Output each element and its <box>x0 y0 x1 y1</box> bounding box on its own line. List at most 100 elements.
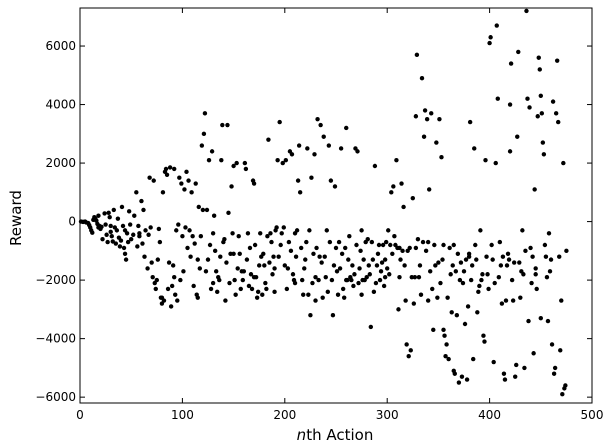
data-point <box>460 280 466 286</box>
data-point <box>366 263 371 268</box>
data-point <box>404 342 409 347</box>
data-point <box>331 263 337 268</box>
data-point <box>411 301 417 306</box>
data-point <box>163 166 169 172</box>
data-point <box>374 263 380 268</box>
data-point <box>564 248 569 254</box>
data-point <box>285 266 291 271</box>
data-point <box>169 283 175 289</box>
data-point <box>477 283 482 289</box>
tick-labels: 0 100 200 300 400 500 −6000 −4000 −2000 0 2000 4000… <box>35 39 603 422</box>
data-point <box>151 178 156 183</box>
data-point <box>528 245 533 251</box>
data-point <box>320 295 325 300</box>
data-point <box>136 223 141 229</box>
data-point <box>447 245 452 251</box>
data-point <box>180 234 185 239</box>
data-point <box>450 263 455 268</box>
data-point <box>264 286 269 292</box>
data-point <box>237 251 242 256</box>
data-point <box>418 292 424 297</box>
data-point <box>534 286 539 292</box>
data-point <box>105 239 110 245</box>
data-point <box>522 365 527 371</box>
data-point <box>358 248 363 254</box>
data-point <box>416 274 422 280</box>
data-point <box>387 272 392 277</box>
data-point <box>104 232 109 237</box>
data-point <box>475 310 480 315</box>
data-point <box>175 298 180 303</box>
data-point <box>281 225 286 230</box>
data-point <box>115 216 121 221</box>
data-point <box>186 178 191 183</box>
data-point <box>325 289 331 295</box>
data-point <box>493 160 498 166</box>
x-axis-label-var: n <box>297 426 307 444</box>
data-point <box>529 280 534 286</box>
data-point <box>474 257 479 262</box>
data-point <box>290 272 296 277</box>
data-point <box>182 187 187 192</box>
data-point <box>311 251 316 256</box>
data-point <box>249 286 255 292</box>
data-point <box>367 272 372 277</box>
data-point <box>478 228 483 233</box>
data-point <box>205 257 211 262</box>
data-point <box>108 223 113 229</box>
data-point <box>298 245 304 251</box>
data-point <box>231 163 236 169</box>
y-tick-label: 0 <box>68 215 76 229</box>
data-point <box>195 257 200 262</box>
data-point <box>479 277 484 283</box>
data-point <box>484 254 489 259</box>
data-point <box>271 254 276 259</box>
data-point <box>466 251 472 256</box>
data-point <box>260 292 265 297</box>
data-point <box>559 298 564 303</box>
data-point <box>433 263 438 268</box>
data-point <box>501 371 507 376</box>
data-point <box>286 239 292 245</box>
data-point <box>453 269 459 274</box>
y-tick-label: 6000 <box>45 39 76 53</box>
data-point <box>310 280 315 286</box>
data-point <box>164 172 170 177</box>
data-point <box>150 274 155 280</box>
data-point <box>132 213 137 218</box>
data-point <box>165 286 171 292</box>
data-point <box>224 260 229 265</box>
data-point <box>304 239 309 245</box>
data-point <box>176 222 181 227</box>
data-point <box>106 210 111 216</box>
data-point <box>184 169 189 175</box>
data-point <box>319 260 324 265</box>
data-point <box>288 248 294 254</box>
data-point <box>415 236 421 242</box>
data-point <box>147 175 152 180</box>
data-point <box>333 245 339 251</box>
data-point <box>238 286 243 292</box>
data-point <box>191 283 196 289</box>
data-point <box>441 327 446 333</box>
data-point <box>149 260 154 265</box>
data-point <box>507 149 513 154</box>
data-point <box>172 166 177 172</box>
data-point <box>498 263 504 268</box>
y-tick-label: −2000 <box>35 273 76 287</box>
data-point <box>248 272 254 277</box>
data-point <box>339 251 345 256</box>
data-point <box>543 254 549 259</box>
data-point <box>274 225 279 230</box>
data-point <box>533 266 538 271</box>
data-point <box>118 238 124 243</box>
data-point <box>306 292 311 297</box>
data-point <box>282 263 287 268</box>
y-tick-label: 4000 <box>45 98 76 112</box>
data-point <box>428 269 433 274</box>
data-point <box>338 146 344 151</box>
data-point <box>359 292 364 297</box>
data-point <box>413 245 419 251</box>
data-point <box>526 318 531 324</box>
